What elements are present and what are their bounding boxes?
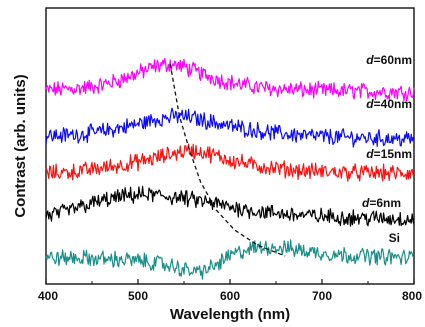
x-tick-label-3: 700 xyxy=(312,289,332,303)
series-layer xyxy=(45,57,415,280)
series-line-2 xyxy=(45,143,415,182)
series-label-0: d=60nm xyxy=(366,53,412,67)
series-line-0 xyxy=(45,57,415,102)
y-axis-label: Contrast (arb. units) xyxy=(12,74,29,217)
series-label-3: d=6nm xyxy=(362,196,401,210)
series-line-4 xyxy=(45,239,415,280)
series-label-layer: d=60nm d=40nm d=15nm d=6nm Si xyxy=(362,53,412,245)
x-tick-label-1: 500 xyxy=(128,289,148,303)
x-tick-label-0: 400 xyxy=(38,289,58,303)
x-axis-label: Wavelength (nm) xyxy=(170,306,290,323)
x-tick-label-4: 800 xyxy=(402,289,422,303)
plot-frame xyxy=(45,7,415,285)
series-label-1: d=40nm xyxy=(366,97,412,111)
series-line-1 xyxy=(45,107,415,148)
x-axis-ticks: 400 500 600 700 800 xyxy=(38,279,422,303)
x-tick-label-2: 600 xyxy=(220,289,240,303)
series-label-4: Si xyxy=(389,231,400,245)
series-line-3 xyxy=(45,185,415,227)
series-label-2: d=15nm xyxy=(366,147,412,161)
dashed-guide-line xyxy=(169,63,286,257)
guide-layer xyxy=(169,63,286,257)
